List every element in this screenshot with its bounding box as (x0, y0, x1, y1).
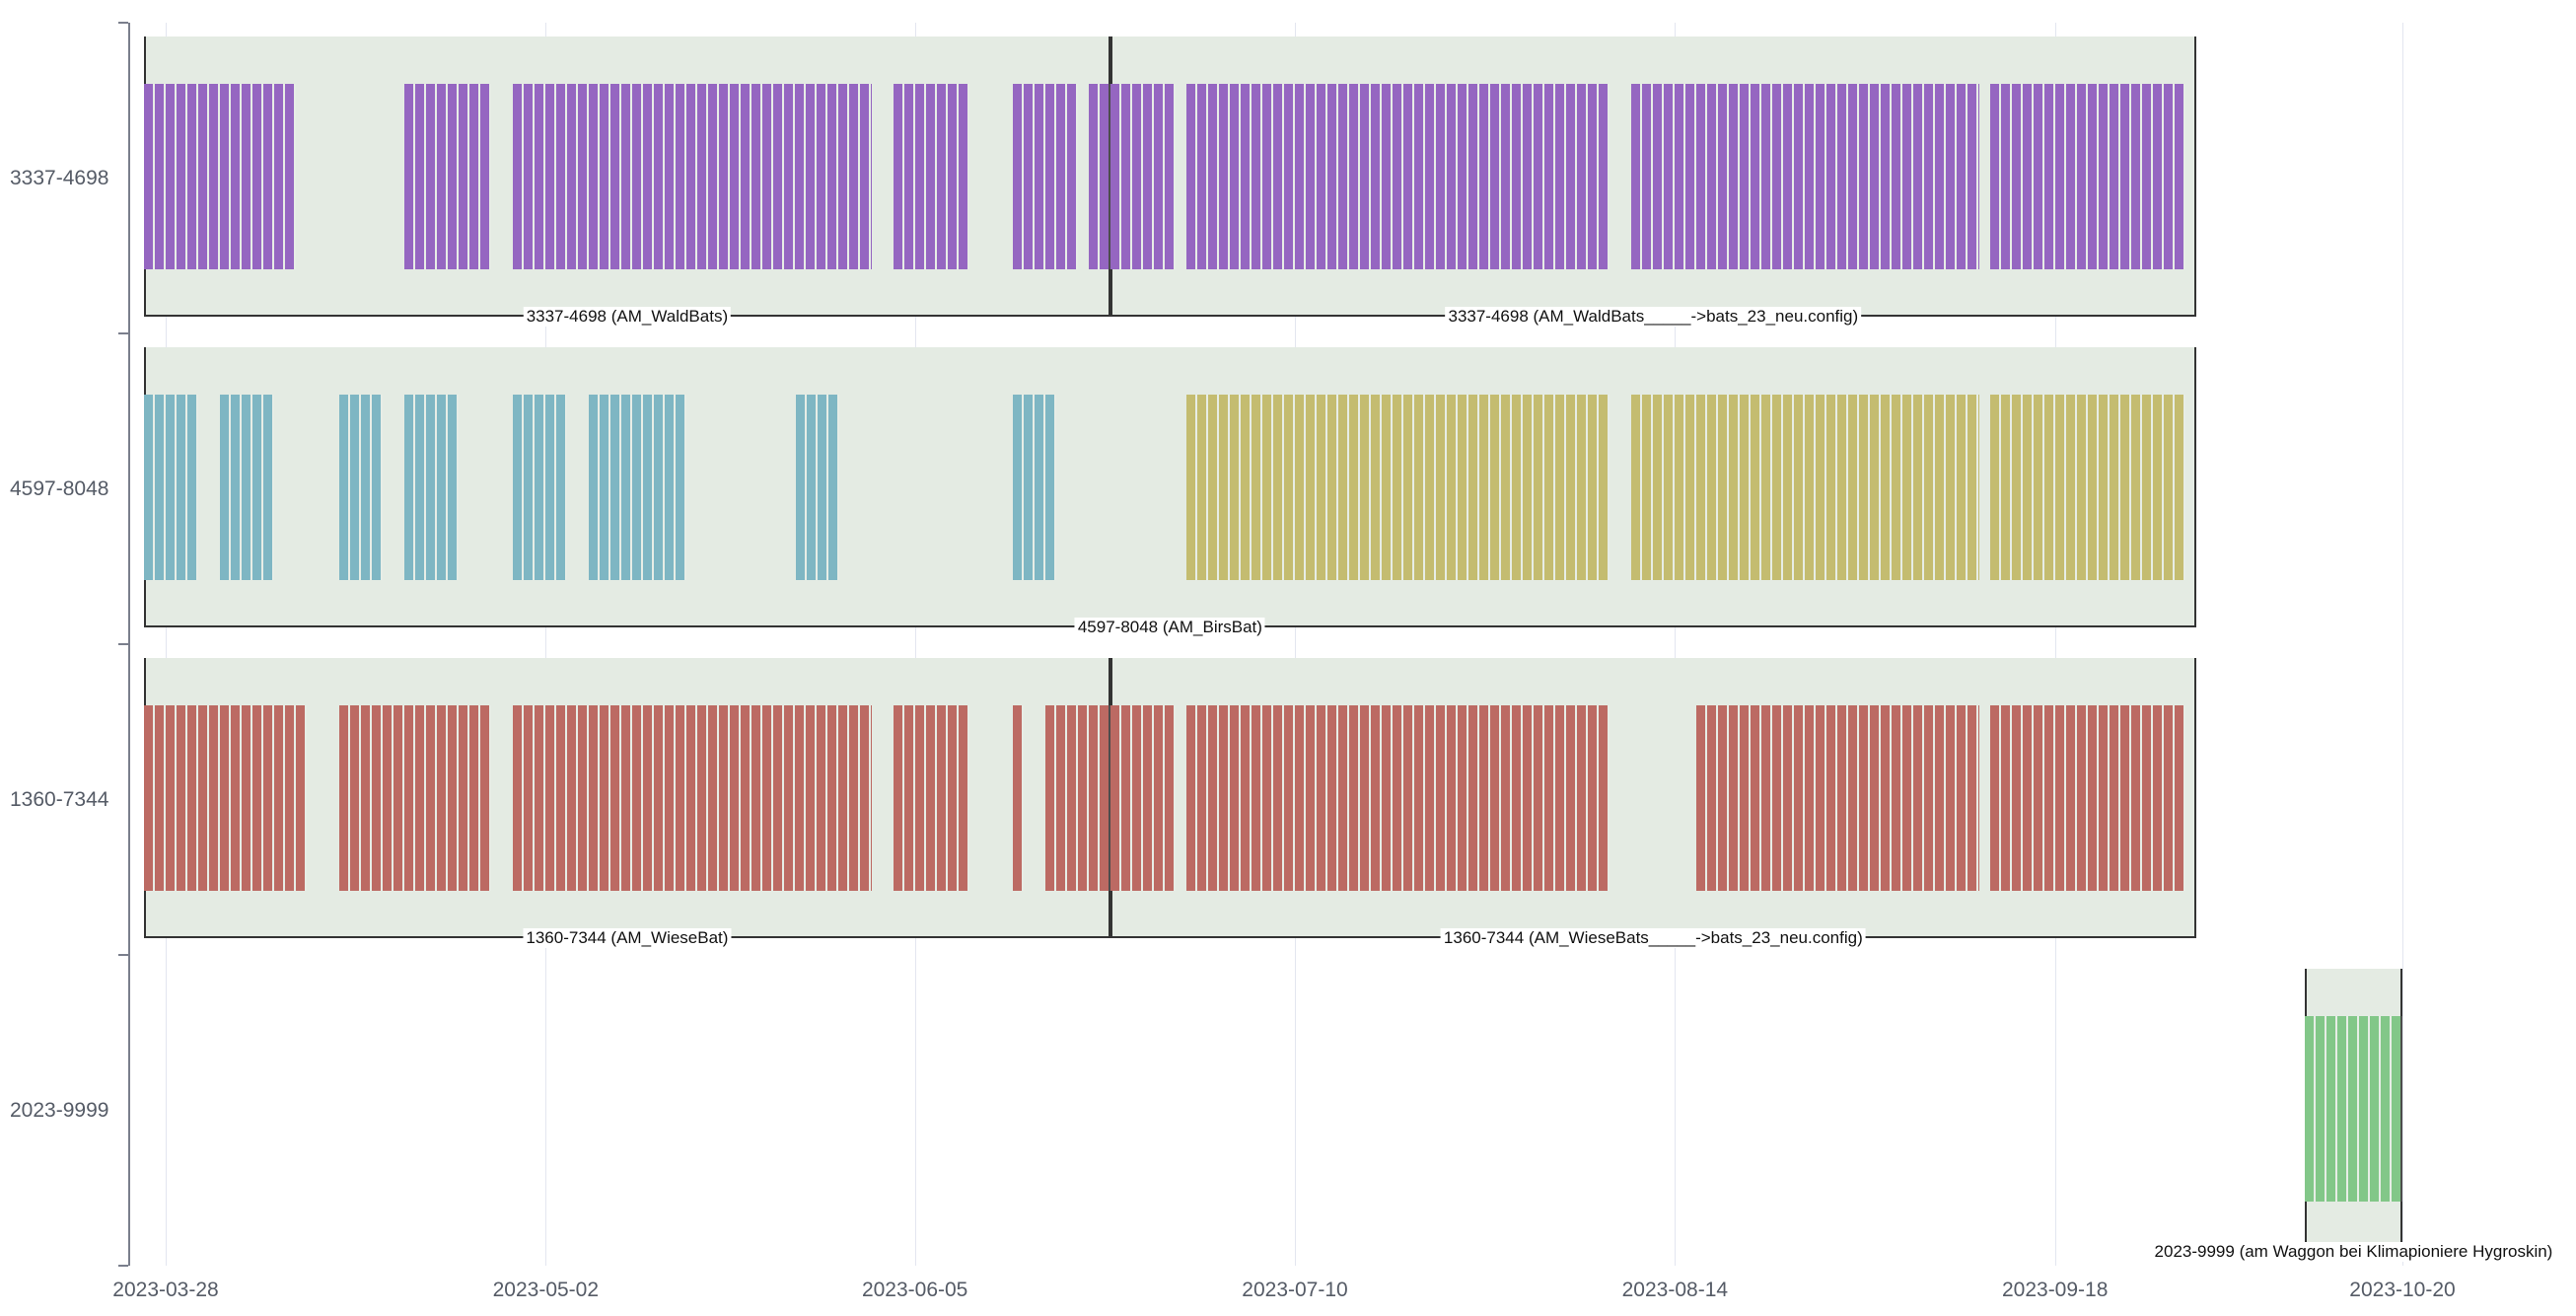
timeline-bar (220, 395, 275, 580)
timeline-bar (143, 705, 308, 891)
y-tick (118, 954, 128, 956)
x-tick-label: 2023-07-10 (1242, 1279, 1348, 1301)
y-tick (118, 22, 128, 24)
timeline-bar (1012, 84, 1078, 269)
timeline-bar (1696, 705, 1979, 891)
timeline-bar (143, 84, 297, 269)
group-label: 3337-4698 (AM_WaldBats_____->bats_23_neu… (1445, 307, 1862, 327)
group-label: 3337-4698 (AM_WaldBats) (523, 307, 732, 327)
timeline-bar (404, 395, 460, 580)
timeline-bar (1185, 705, 1610, 891)
timeline-bar (893, 84, 969, 269)
y-tick-label: 3337-4698 (10, 166, 109, 189)
y-axis-line (128, 23, 130, 1266)
timeline-bar (513, 705, 872, 891)
x-gridline (545, 23, 547, 1266)
timeline-bar (1631, 395, 1979, 580)
group-label: 4597-8048 (AM_BirsBat) (1074, 618, 1265, 637)
timeline-bar (1631, 84, 1979, 269)
timeline-bar (589, 395, 687, 580)
x-tick-label: 2023-06-05 (861, 1279, 968, 1301)
x-tick-label: 2023-03-28 (112, 1279, 219, 1301)
y-tick-label: 2023-9999 (10, 1098, 109, 1122)
x-gridline (2402, 23, 2403, 1266)
timeline-bar (2304, 1016, 2402, 1202)
timeline-bar (339, 705, 492, 891)
timeline-bar (143, 395, 199, 580)
y-tick (118, 1265, 128, 1267)
y-tick-label: 4597-8048 (10, 476, 109, 500)
timeline-bar (893, 705, 969, 891)
group-label: 1360-7344 (AM_WieseBat) (523, 928, 732, 948)
timeline-bar (513, 395, 568, 580)
timeline-bar (404, 84, 492, 269)
group-label: 1360-7344 (AM_WieseBats_____->bats_23_ne… (1440, 928, 1866, 948)
x-tick-label: 2023-10-20 (2349, 1279, 2456, 1301)
x-gridline (2054, 23, 2056, 1266)
timeline-bar (1185, 395, 1610, 580)
timeline-bar (1989, 705, 2185, 891)
y-tick (118, 643, 128, 645)
x-gridline (1675, 23, 1677, 1266)
timeline-bar (1989, 395, 2185, 580)
y-tick-label: 1360-7344 (10, 787, 109, 811)
timeline-bar (795, 395, 839, 580)
x-tick-label: 2023-09-18 (2001, 1279, 2109, 1301)
y-tick (118, 332, 128, 334)
x-gridline (166, 23, 167, 1266)
x-gridline (914, 23, 916, 1266)
timeline-bar (513, 84, 872, 269)
timeline-bar (339, 395, 384, 580)
group-label: 2023-9999 (am Waggon bei Klimapioniere H… (2151, 1242, 2556, 1262)
x-tick-label: 2023-08-14 (1621, 1279, 1729, 1301)
timeline-bar (1088, 84, 1176, 269)
timeline-bar (1989, 84, 2185, 269)
timeline-bar (1012, 395, 1056, 580)
x-tick-label: 2023-05-02 (492, 1279, 600, 1301)
x-gridline (1295, 23, 1296, 1266)
timeline-bar (1044, 705, 1176, 891)
timeline-bar (1012, 705, 1024, 891)
timeline-bar (1185, 84, 1610, 269)
